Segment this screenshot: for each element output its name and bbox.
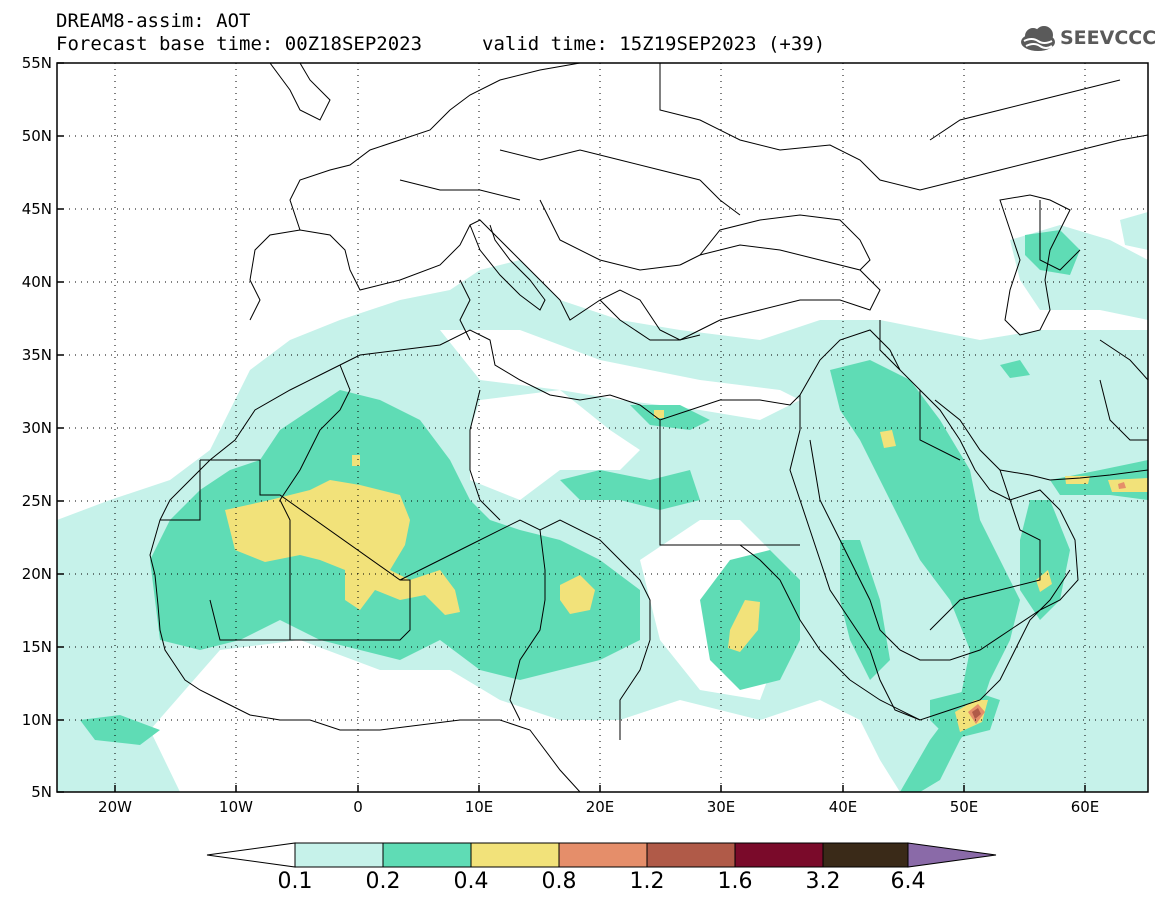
clear-area-libya (470, 390, 640, 500)
colorbar-max-arrow (907, 842, 997, 868)
colorbar-label: 0.8 (541, 869, 577, 894)
aot-band-1.2-somalia (972, 708, 981, 719)
aot-band-0.2-arabia (830, 360, 1020, 792)
colorbar-segment-4 (558, 842, 648, 868)
colorbar-label: 1.6 (717, 869, 753, 894)
lon-label: 0 (353, 798, 363, 816)
aot-band-0.4-sahara (225, 480, 460, 615)
colorbar-segment-6 (734, 842, 824, 868)
colorbar (206, 842, 997, 868)
colorbar-label: 0.1 (277, 869, 313, 894)
aot-band-0.4-sudan (728, 600, 760, 652)
colorbar-segment-3 (470, 842, 560, 868)
lon-label: 20W (98, 798, 132, 816)
lon-label: 60E (1070, 798, 1100, 816)
lat-label: 30N (21, 419, 52, 437)
lat-label: 10N (21, 711, 52, 729)
lat-label: 5N (31, 783, 52, 801)
colorbar-label: 1.2 (629, 869, 665, 894)
colorbar-segment-1 (294, 842, 384, 868)
lat-label: 45N (21, 200, 52, 218)
aot-band-0.8-pakistan (1118, 482, 1126, 489)
aot-band-0.2-egypt (560, 470, 700, 510)
lat-label: 55N (21, 54, 52, 72)
valid-time: valid time: 15Z19SEP2023 (+39) (482, 33, 826, 55)
aot-band-0.2-guinea (80, 715, 160, 745)
lat-label: 40N (21, 273, 52, 291)
aot-band-0.4-small1 (352, 455, 360, 466)
aot-band-0.2-kazakh (1000, 360, 1030, 378)
colorbar-segment-7 (822, 842, 909, 868)
colorbar-label: 6.4 (890, 869, 926, 894)
lat-label: 35N (21, 346, 52, 364)
colorbar-segment-2 (382, 842, 472, 868)
aot-band-0.4-iraq (880, 430, 896, 448)
colorbar-label: 0.4 (453, 869, 489, 894)
colorbar-label: 0.2 (365, 869, 401, 894)
aot-band-0.2-oman (1020, 500, 1070, 620)
colorbar-segment-5 (646, 842, 736, 868)
seevccc-logo (1021, 26, 1055, 51)
clear-area-sahel (150, 640, 900, 792)
aot-band-0.2-ethiopia (840, 540, 890, 680)
map-title: DREAM8-assim: AOT (56, 10, 251, 32)
aot-band-0.4-oman (1036, 570, 1052, 592)
lat-label: 15N (21, 638, 52, 656)
lon-label: 30E (706, 798, 736, 816)
lat-label: 25N (21, 492, 52, 510)
lon-label: 50E (949, 798, 979, 816)
cloud-icon (1021, 26, 1055, 51)
clear-area-med (440, 330, 800, 420)
colorbar-label: 3.2 (805, 869, 841, 894)
lon-label: 10W (219, 798, 253, 816)
lat-label: 50N (21, 127, 52, 145)
aot-fields (57, 212, 1148, 792)
aot-band-0.4-pakistan (1108, 478, 1148, 492)
lat-label: 20N (21, 565, 52, 583)
aot-band-0.2-libya-coast (630, 405, 710, 430)
lon-label: 10E (464, 798, 494, 816)
colorbar-min-arrow (206, 842, 296, 868)
aot-band-0.4-chad (560, 575, 595, 614)
forecast-base-time: Forecast base time: 00Z18SEP2023 (56, 33, 423, 55)
lon-label: 40E (828, 798, 858, 816)
aot-band-0.4-small2 (654, 410, 664, 418)
aot-band-0.1-central-asia (1120, 212, 1148, 250)
coastlines (149, 63, 1148, 792)
lon-label: 20E (585, 798, 615, 816)
axis-ticks (57, 62, 1086, 793)
country-borders (160, 63, 1148, 740)
logo-text: SEEVCCC (1060, 27, 1157, 49)
